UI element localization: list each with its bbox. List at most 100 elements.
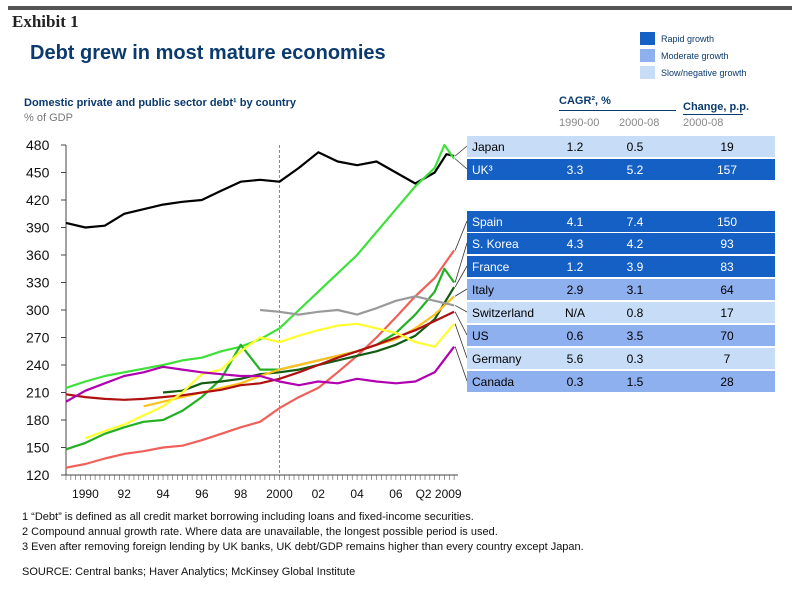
country-cell: Germany [472, 351, 522, 366]
country-cell: Spain [472, 214, 503, 229]
exhibit-label: Exhibit 1 [12, 12, 79, 31]
series-line-france [162, 286, 456, 394]
legend-label-moderate: Moderate growth [661, 50, 729, 61]
country-cell: Canada [472, 374, 515, 389]
country-cell: Italy [472, 282, 495, 297]
y-tick-label: 420 [26, 192, 50, 208]
series-line-germany [85, 322, 455, 440]
cagr-2000-cell: 0.5 [626, 139, 644, 154]
legend-swatch-moderate [640, 49, 655, 62]
y-tick-label: 330 [26, 275, 50, 291]
change-header: Change, p.p. [683, 101, 749, 113]
col1-header: 1990-00 [559, 117, 600, 129]
y-tick-label: 300 [26, 302, 50, 318]
table-row: Spain 4.1 7.4 150 [467, 211, 775, 232]
country-cell: Switzerland [472, 305, 535, 320]
x-tick-label: 2000 [266, 487, 293, 501]
y-tick-label: 450 [26, 165, 50, 181]
cagr-2000-cell: 7.4 [626, 214, 644, 229]
cagr-1990-cell: 4.3 [566, 236, 584, 251]
y-tick-label: 180 [26, 412, 50, 428]
change-cell: 7 [723, 351, 731, 366]
change-cell: 93 [720, 236, 734, 251]
series-line-japan [65, 151, 455, 229]
change-cell: 150 [716, 214, 738, 229]
y-tick-label: 150 [26, 440, 50, 456]
cagr-1990-cell: 3.3 [566, 162, 584, 177]
leader-line [454, 265, 468, 288]
cagr-2000-cell: 4.2 [626, 236, 644, 251]
x-tick-label: 98 [234, 487, 248, 501]
series-line-spain [65, 249, 455, 469]
leader-line [454, 288, 468, 297]
table-row: UK³ 3.3 5.2 157 [467, 159, 775, 180]
table-row: France 1.2 3.9 83 [467, 256, 775, 277]
cagr-1990-cell: N/A [564, 305, 585, 320]
change-cell: 64 [720, 282, 734, 297]
cagr-1990-cell: 5.6 [566, 351, 584, 366]
series-line-switzerland [259, 295, 455, 316]
line-chart: 120 150 180 210 240 270 300 330 360 390 420 450 480 1… [26, 137, 468, 501]
change-header-text: Change, p.p. [683, 101, 749, 113]
country-cell: France [472, 259, 510, 274]
change-cell: 83 [720, 259, 734, 274]
legend-label-rapid: Rapid growth [661, 33, 715, 44]
y-tick-label: 390 [26, 220, 50, 236]
series-line-us [65, 310, 455, 401]
change-cell: 28 [720, 374, 734, 389]
cagr-1990-cell: 0.3 [566, 374, 584, 389]
leader-line [454, 323, 468, 359]
leader-line [454, 145, 468, 157]
cagr-2000-cell: 3.1 [626, 282, 644, 297]
top-rule [8, 6, 792, 10]
legend-item-slow: Slow/negative growth [640, 64, 747, 81]
chart-subtitle: Domestic private and public sector debt¹… [24, 97, 296, 109]
cagr-header: CAGR², % [559, 95, 611, 107]
cagr-1990-cell: 1.2 [566, 139, 584, 154]
col3-header: 2000-08 [683, 117, 724, 129]
table-row: Switzerland N/A 0.8 17 [467, 302, 775, 323]
cagr-2000-cell: 1.5 [626, 374, 644, 389]
cagr-2000-cell: 5.2 [626, 162, 644, 177]
footnote-3: 3 Even after removing foreign lending by… [22, 541, 584, 553]
cagr-header-rule [559, 110, 676, 111]
leader-line [454, 311, 468, 336]
country-cell: S. Korea [472, 236, 519, 251]
cagr-1990-cell: 0.6 [566, 328, 584, 343]
source-note: SOURCE: Central banks; Haver Analytics; … [22, 566, 356, 578]
table-row: US 0.6 3.5 70 [467, 325, 775, 346]
x-tick-label: 06 [389, 487, 403, 501]
change-cell: 157 [716, 162, 738, 177]
cagr-2000-cell: 3.9 [626, 259, 644, 274]
legend-swatch-rapid [640, 32, 655, 45]
table-row: Canada 0.3 1.5 28 [467, 371, 775, 392]
cagr-1990-cell: 4.1 [566, 214, 584, 229]
cagr-header-text: CAGR², % [559, 95, 611, 107]
country-cell: US [472, 328, 489, 343]
change-cell: 19 [720, 139, 734, 154]
col2-header: 2000-08 [619, 117, 660, 129]
leader-line [454, 346, 468, 382]
country-cell: Japan [472, 139, 505, 154]
leader-line [454, 242, 468, 283]
footnote-2: 2 Compound annual growth rate. Where dat… [22, 526, 498, 538]
x-tick-label: 96 [195, 487, 209, 501]
country-cell: UK³ [472, 162, 493, 177]
y-unit-label: % of GDP [24, 112, 73, 124]
y-tick-label: 120 [26, 467, 50, 483]
table-row: Italy 2.9 3.1 64 [467, 279, 775, 300]
series-line-uk [65, 143, 455, 389]
x-tick-label: 94 [156, 487, 170, 501]
table-row: Japan 1.2 0.5 19 [467, 136, 775, 157]
footnotes: 1 “Debt” is defined as all credit market… [22, 510, 584, 555]
leader-line [454, 220, 468, 251]
leader-line [454, 305, 468, 313]
x-tick-label: 02 [312, 487, 326, 501]
table-row: S. Korea 4.3 4.2 93 [467, 233, 775, 254]
chart-title: Debt grew in most mature economies [30, 42, 386, 64]
leader-line [454, 158, 468, 170]
x-tick-label: 92 [118, 487, 132, 501]
legend-label-slow: Slow/negative growth [661, 67, 747, 78]
legend-swatch-slow [640, 66, 655, 79]
y-tick-label: 270 [26, 330, 50, 346]
